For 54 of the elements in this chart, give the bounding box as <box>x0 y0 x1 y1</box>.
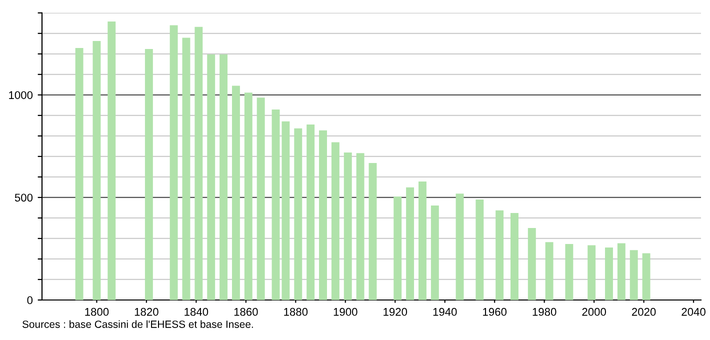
x-tick-label: 1840 <box>184 308 208 316</box>
bar <box>510 213 518 300</box>
bar <box>368 163 377 300</box>
bar <box>319 130 327 300</box>
bar <box>306 124 315 300</box>
x-tick-label: 1940 <box>433 308 457 316</box>
x-tick-label: 1980 <box>532 308 556 316</box>
bar <box>170 25 178 300</box>
bar <box>282 121 290 300</box>
x-tick-label: 1800 <box>85 308 109 316</box>
bar <box>630 250 638 300</box>
bar <box>406 187 414 300</box>
x-tick-label: 2040 <box>682 308 706 316</box>
bar <box>194 26 203 300</box>
bar <box>256 98 265 300</box>
bar <box>588 245 596 300</box>
bar <box>75 48 84 300</box>
bar <box>545 242 554 300</box>
bar <box>456 194 464 300</box>
bar <box>418 181 426 300</box>
bar <box>232 86 240 300</box>
y-tick-label: 1000 <box>9 91 33 100</box>
bar <box>272 109 280 300</box>
bar <box>220 54 228 300</box>
bar <box>294 128 302 300</box>
bar <box>344 152 352 300</box>
bar <box>476 200 484 300</box>
bar <box>182 38 190 300</box>
bar <box>207 54 216 300</box>
bar <box>144 48 153 300</box>
x-tick-label: 2020 <box>632 308 656 316</box>
x-tick-label: 1920 <box>384 308 408 316</box>
bar <box>92 40 101 300</box>
bar <box>244 92 252 300</box>
bar <box>565 244 574 300</box>
bar <box>331 142 340 300</box>
x-tick-label: 1820 <box>134 308 158 316</box>
bar <box>617 243 626 300</box>
bar <box>356 153 364 300</box>
x-tick-label: 1860 <box>234 308 258 316</box>
bar <box>430 205 439 300</box>
y-tick-label: 500 <box>14 194 33 202</box>
bar <box>394 196 402 300</box>
bar <box>496 210 504 300</box>
x-tick-label: 1960 <box>483 308 507 316</box>
bar <box>605 248 613 300</box>
bar <box>528 228 536 300</box>
bar <box>108 22 116 300</box>
y-tick-label: 0 <box>27 296 33 304</box>
source-note: Sources : base Cassini de l'EHESS et base Insee. <box>22 320 253 328</box>
bar <box>642 253 650 300</box>
x-tick-label: 1880 <box>284 308 308 316</box>
x-tick-label: 2000 <box>582 308 606 316</box>
x-tick-label: 1900 <box>334 308 358 316</box>
